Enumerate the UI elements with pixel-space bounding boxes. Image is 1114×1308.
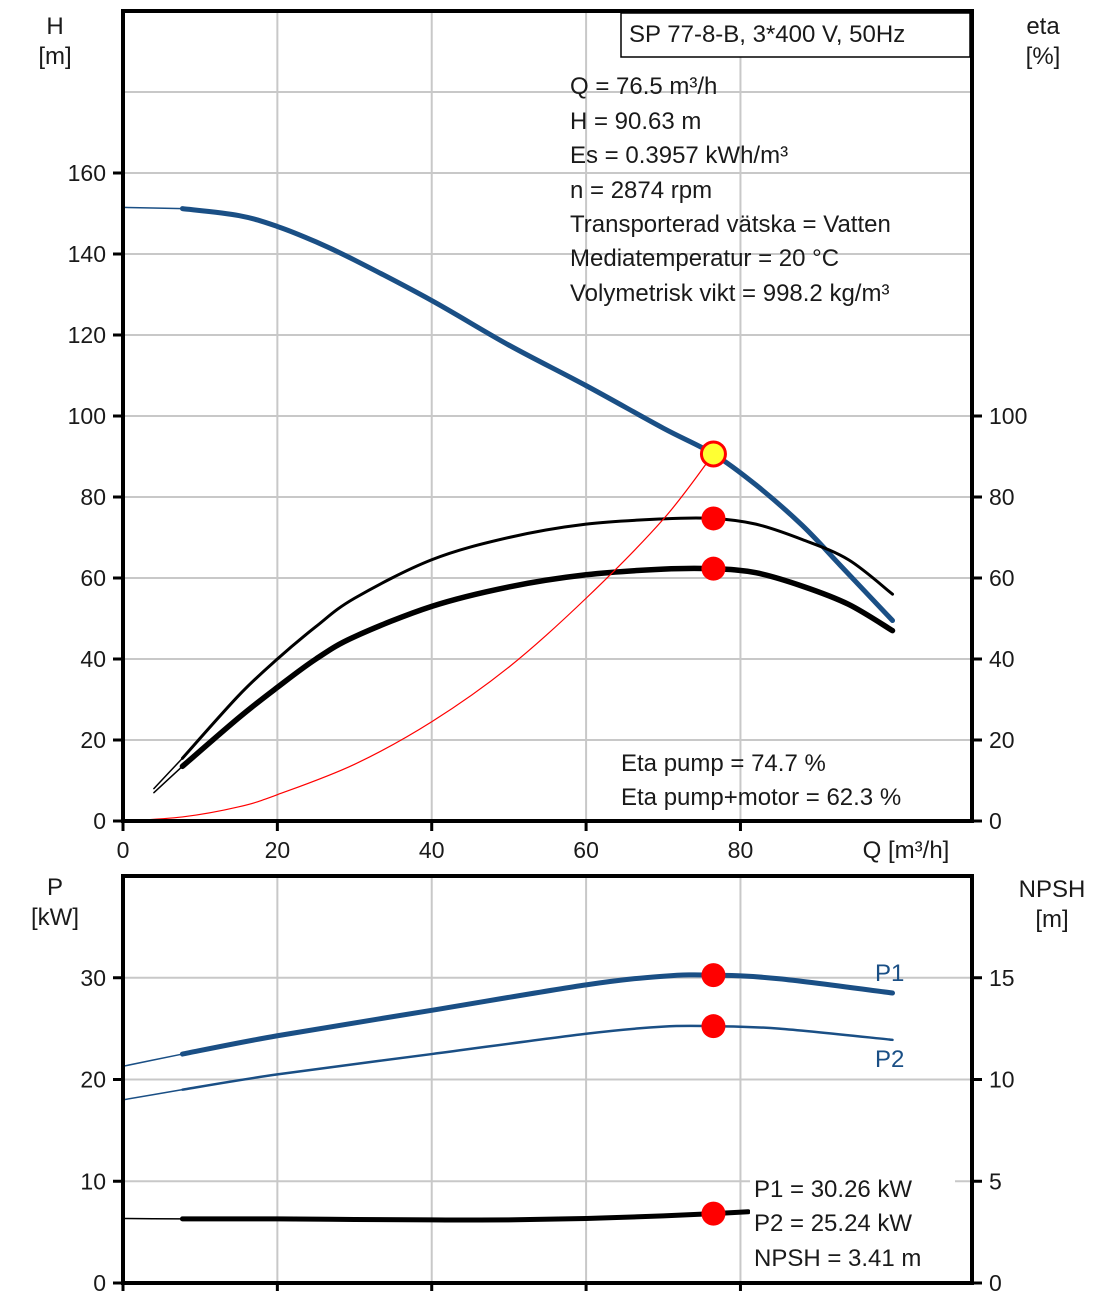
series-p1 bbox=[179, 972, 896, 1057]
left-tick-label-0: 0 bbox=[93, 808, 106, 834]
pump-title: SP 77-8-B, 3*400 V, 50Hz bbox=[629, 21, 905, 48]
left-tick-label-120: 120 bbox=[68, 322, 106, 348]
power-info: P1 = 30.26 kW P2 = 25.24 kW NPSH = 3.41 … bbox=[750, 1170, 955, 1274]
npsh-axis-unit: [m] bbox=[1035, 906, 1068, 933]
series-eta-pump-extension bbox=[153, 757, 184, 790]
p2-curve-label: P2 bbox=[875, 1046, 904, 1073]
efficiency-info: Eta pump = 74.7 % Eta pump+motor = 62.3 … bbox=[621, 750, 901, 811]
bottom-plot-grid bbox=[123, 876, 972, 1283]
info-p1: P1 = 30.26 kW bbox=[754, 1176, 912, 1203]
left-tick-label-0: 0 bbox=[93, 1270, 106, 1296]
h-axis-title: H bbox=[46, 13, 63, 40]
q-axis-title: Q [m³/h] bbox=[863, 837, 950, 864]
marker-p2-point bbox=[701, 1014, 726, 1039]
marker-npsh-point bbox=[701, 1201, 726, 1226]
right-tick-label-100: 100 bbox=[989, 403, 1027, 429]
series-eta-pump-motor-extension bbox=[153, 765, 184, 794]
npsh-axis-title: NPSH bbox=[1019, 876, 1086, 903]
left-tick-label-140: 140 bbox=[68, 241, 106, 267]
info-flow: Q = 76.5 m³/h bbox=[570, 73, 717, 100]
series-eta-pump-motor bbox=[179, 565, 896, 770]
info-head: H = 90.63 m bbox=[570, 108, 701, 135]
info-energy: Es = 0.3957 kWh/m³ bbox=[570, 142, 788, 169]
right-tick-label-5: 5 bbox=[989, 1168, 1002, 1194]
series-h-extension bbox=[122, 206, 184, 210]
info-eta-pump-motor: Eta pump+motor = 62.3 % bbox=[621, 784, 901, 811]
marker-p1-point bbox=[701, 963, 726, 988]
info-speed: n = 2874 rpm bbox=[570, 177, 712, 204]
right-tick-label-20: 20 bbox=[989, 727, 1015, 753]
x-tick-label-60: 60 bbox=[573, 837, 599, 863]
info-eta-pump: Eta pump = 74.7 % bbox=[621, 750, 826, 777]
left-tick-label-40: 40 bbox=[80, 646, 106, 672]
left-tick-label-60: 60 bbox=[80, 565, 106, 591]
x-tick-label-0: 0 bbox=[117, 837, 130, 863]
p-axis-unit: [kW] bbox=[31, 904, 79, 931]
info-density: Volymetrisk vikt = 998.2 kg/m³ bbox=[570, 280, 889, 307]
top-plot-ticks: 0 20 40 60 80 100 120 140 160 0 20 40 60 80 100 0 20 40 60… bbox=[68, 160, 1028, 863]
bottom-plot-markers bbox=[701, 963, 726, 1226]
info-liquid: Transporterad vätska = Vatten bbox=[570, 211, 891, 238]
bottom-plot-ticks: 0 10 20 30 0 5 10 15 bbox=[80, 965, 1014, 1296]
series-h bbox=[179, 206, 896, 624]
right-tick-label-15: 15 bbox=[989, 965, 1015, 991]
top-plot-series bbox=[122, 206, 896, 822]
eta-axis-title: eta bbox=[1026, 13, 1060, 40]
right-tick-label-0: 0 bbox=[989, 1270, 1002, 1296]
operating-point-info: Q = 76.5 m³/h H = 90.63 m Es = 0.3957 kW… bbox=[570, 73, 891, 307]
right-tick-label-0: 0 bbox=[989, 808, 1002, 834]
right-tick-label-80: 80 bbox=[989, 484, 1015, 510]
x-tick-label-20: 20 bbox=[265, 837, 291, 863]
bottom-plot-series bbox=[122, 972, 896, 1223]
left-tick-label-30: 30 bbox=[80, 965, 106, 991]
top-plot-grid bbox=[123, 11, 972, 821]
right-tick-label-10: 10 bbox=[989, 1067, 1015, 1093]
series-p2 bbox=[181, 1024, 894, 1091]
left-tick-label-20: 20 bbox=[80, 727, 106, 753]
series-npsh bbox=[179, 1209, 751, 1223]
p-axis-title: P bbox=[47, 874, 63, 901]
x-tick-label-80: 80 bbox=[728, 837, 754, 863]
info-npsh: NPSH = 3.41 m bbox=[754, 1245, 921, 1272]
marker-eta-pump-motor-point bbox=[701, 556, 726, 581]
left-tick-label-160: 160 bbox=[68, 160, 106, 186]
pump-title-box: SP 77-8-B, 3*400 V, 50Hz bbox=[620, 12, 971, 58]
series-system-curve bbox=[122, 453, 715, 822]
marker-duty-point-h bbox=[699, 440, 727, 468]
series-eta-pump bbox=[180, 516, 895, 760]
x-tick-label-40: 40 bbox=[419, 837, 445, 863]
marker-eta-pump-point bbox=[701, 506, 726, 531]
series-p2-extension bbox=[122, 1088, 184, 1101]
left-tick-label-100: 100 bbox=[68, 403, 106, 429]
info-p2: P2 = 25.24 kW bbox=[754, 1210, 912, 1237]
left-tick-label-10: 10 bbox=[80, 1168, 106, 1194]
eta-axis-unit: [%] bbox=[1026, 43, 1061, 70]
series-p1-extension bbox=[122, 1053, 184, 1068]
left-tick-label-20: 20 bbox=[80, 1067, 106, 1093]
p1-curve-label: P1 bbox=[875, 960, 904, 987]
h-axis-unit: [m] bbox=[38, 43, 71, 70]
left-tick-label-80: 80 bbox=[80, 484, 106, 510]
right-tick-label-40: 40 bbox=[989, 646, 1015, 672]
top-plot-markers bbox=[699, 440, 727, 581]
info-temperature: Mediatemperatur = 20 °C bbox=[570, 245, 839, 272]
right-tick-label-60: 60 bbox=[989, 565, 1015, 591]
